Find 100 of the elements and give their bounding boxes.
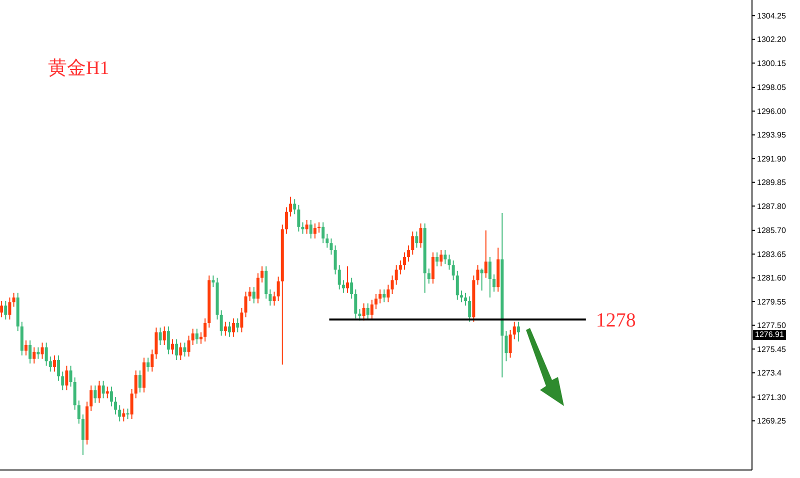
candlestick (40, 342, 44, 360)
y-tick-label: 1302.20 (757, 35, 786, 44)
candlestick (236, 318, 240, 333)
candlestick (24, 340, 28, 356)
candlestick (224, 321, 227, 336)
candlestick (276, 276, 280, 302)
candlestick (110, 386, 113, 407)
candlestick (448, 254, 451, 270)
candlestick (440, 250, 443, 267)
y-tick-label: 1298.05 (757, 83, 786, 92)
candlestick (77, 400, 80, 424)
candlestick (162, 326, 166, 346)
y-tick-label: 1271.30 (757, 392, 786, 402)
candlestick (134, 370, 138, 399)
candlestick (398, 260, 402, 275)
candlestick (12, 292, 16, 308)
y-tick-label: 1296.00 (757, 106, 786, 116)
candlestick (146, 357, 150, 372)
candlestick (154, 327, 158, 360)
candlestick (464, 292, 468, 306)
candlestick (330, 238, 333, 256)
candlestick (427, 268, 430, 284)
candlestick (334, 244, 337, 275)
candlestick (150, 349, 154, 372)
candlestick (386, 284, 390, 303)
candlestick (232, 318, 236, 338)
y-tick-label: 1281.60 (757, 274, 786, 283)
candlestick (90, 384, 93, 412)
candlestick (378, 288, 382, 304)
candlestick (480, 268, 484, 292)
candlestick (212, 275, 215, 288)
text: 1276.91 (753, 330, 786, 340)
candlestick (48, 356, 52, 372)
candlestick (61, 371, 64, 391)
y-tick-label: 1269.25 (757, 416, 786, 426)
candlestick (512, 321, 516, 340)
candlestick (488, 256, 492, 298)
y-tick-label: 1293.95 (757, 130, 786, 140)
candlestick (411, 231, 414, 256)
candlestick (28, 340, 32, 364)
candlestick (264, 266, 268, 300)
candlestick (260, 266, 264, 283)
candlestick (268, 288, 272, 306)
candlestick (516, 321, 520, 342)
candlestick (256, 272, 260, 304)
candlestick (362, 302, 366, 322)
candlestick (8, 297, 12, 320)
candlestick (354, 288, 358, 319)
candlestick (346, 266, 350, 294)
candlestick (187, 335, 190, 358)
y-tick-label: 1279.55 (757, 297, 786, 306)
candlestick (326, 233, 329, 248)
candlestick (293, 198, 296, 215)
candlestick (94, 384, 97, 404)
candlestick (114, 396, 118, 415)
candlestick (297, 204, 300, 232)
candlestick (228, 321, 231, 338)
candlestick (504, 330, 508, 362)
candlestick (366, 302, 370, 320)
y-tick-label: 1287.80 (757, 202, 786, 211)
candlestick (158, 327, 162, 346)
candlestick (32, 346, 36, 364)
candlestick (4, 300, 8, 320)
candlestick (407, 244, 410, 262)
candlestick (309, 219, 312, 239)
candlestick (272, 291, 276, 306)
candlestick (415, 231, 418, 248)
candlestick (492, 274, 496, 292)
candlestick (98, 380, 101, 404)
candlestick (166, 326, 170, 355)
candlestick (252, 286, 256, 304)
candlestick (322, 222, 325, 244)
ref-line-label: 1278 (596, 310, 636, 332)
candlestick (52, 354, 56, 372)
y-tick-label: 1304.25 (757, 11, 786, 20)
candlestick (436, 252, 439, 267)
candlestick (57, 354, 60, 382)
candlestick (65, 365, 68, 391)
candlestick (289, 196, 292, 217)
candlestick (118, 404, 122, 422)
candlestick (374, 294, 378, 310)
candlestick (342, 280, 345, 294)
candlestick (338, 264, 341, 290)
candlestick (460, 290, 463, 303)
candlestick (244, 291, 248, 318)
candlestick (402, 252, 406, 270)
candlestick (220, 310, 223, 336)
candlestick (484, 230, 488, 278)
candlestick (195, 328, 198, 344)
candlestick (240, 307, 244, 333)
candlestick (248, 286, 252, 302)
candlestick (183, 342, 186, 358)
y-tick-label: 1273.4 (757, 368, 782, 378)
candlestick (350, 277, 354, 300)
candlestick (305, 219, 308, 234)
candlestick (175, 338, 178, 361)
candlestick (508, 329, 512, 358)
candlestick (419, 222, 422, 248)
candlestick (452, 260, 455, 281)
candlestick (370, 299, 374, 320)
